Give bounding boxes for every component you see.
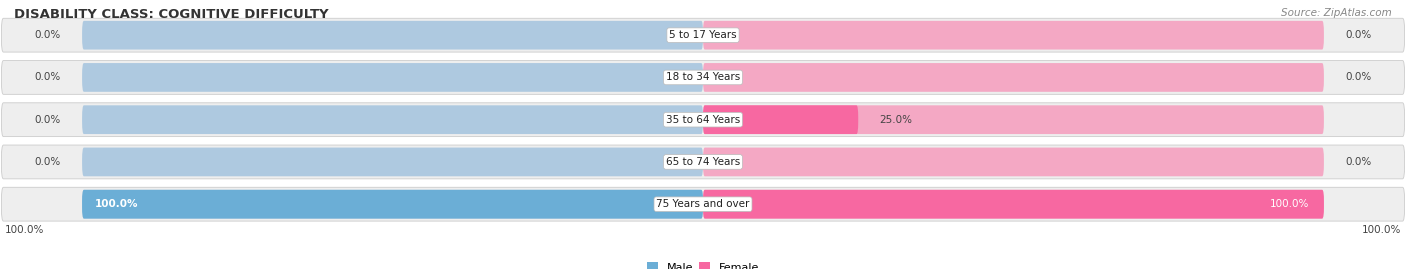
Text: 0.0%: 0.0% [35, 30, 60, 40]
FancyBboxPatch shape [82, 190, 703, 218]
Text: 65 to 74 Years: 65 to 74 Years [666, 157, 740, 167]
Text: DISABILITY CLASS: COGNITIVE DIFFICULTY: DISABILITY CLASS: COGNITIVE DIFFICULTY [14, 8, 329, 21]
FancyBboxPatch shape [703, 105, 858, 134]
Text: 0.0%: 0.0% [1346, 157, 1371, 167]
Text: 25.0%: 25.0% [879, 115, 912, 125]
Text: 0.0%: 0.0% [1346, 30, 1371, 40]
FancyBboxPatch shape [1, 187, 1405, 221]
FancyBboxPatch shape [1, 18, 1405, 52]
Text: 100.0%: 100.0% [4, 225, 44, 235]
FancyBboxPatch shape [1, 103, 1405, 137]
Text: Source: ZipAtlas.com: Source: ZipAtlas.com [1281, 8, 1392, 18]
FancyBboxPatch shape [703, 190, 1324, 218]
FancyBboxPatch shape [703, 21, 1324, 49]
FancyBboxPatch shape [703, 63, 1324, 92]
Legend: Male, Female: Male, Female [647, 262, 759, 269]
Text: 0.0%: 0.0% [35, 115, 60, 125]
FancyBboxPatch shape [82, 105, 703, 134]
Text: 100.0%: 100.0% [1270, 199, 1309, 209]
FancyBboxPatch shape [1, 145, 1405, 179]
FancyBboxPatch shape [82, 63, 703, 92]
Text: 0.0%: 0.0% [35, 72, 60, 82]
Text: 0.0%: 0.0% [35, 157, 60, 167]
Text: 75 Years and over: 75 Years and over [657, 199, 749, 209]
FancyBboxPatch shape [82, 148, 703, 176]
FancyBboxPatch shape [703, 105, 1324, 134]
Text: 18 to 34 Years: 18 to 34 Years [666, 72, 740, 82]
FancyBboxPatch shape [703, 148, 1324, 176]
FancyBboxPatch shape [82, 190, 703, 218]
Text: 5 to 17 Years: 5 to 17 Years [669, 30, 737, 40]
FancyBboxPatch shape [82, 21, 703, 49]
Text: 100.0%: 100.0% [94, 199, 138, 209]
FancyBboxPatch shape [703, 190, 1324, 218]
Text: 35 to 64 Years: 35 to 64 Years [666, 115, 740, 125]
Text: 0.0%: 0.0% [1346, 72, 1371, 82]
FancyBboxPatch shape [1, 61, 1405, 94]
Text: 100.0%: 100.0% [1362, 225, 1402, 235]
